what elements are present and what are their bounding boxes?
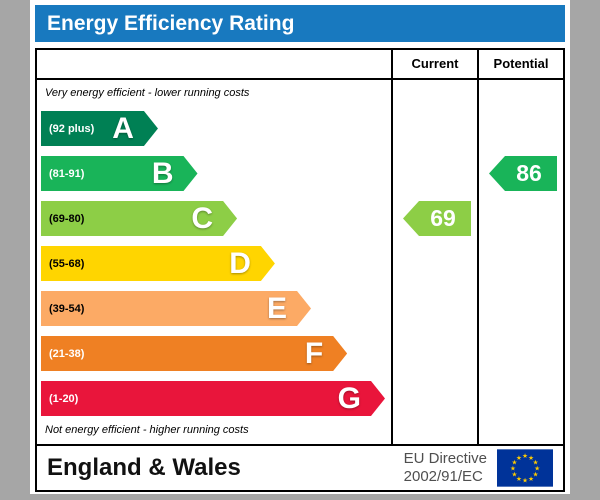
note-bottom: Not energy efficient - higher running co…: [45, 424, 249, 436]
chart-header: Current Potential: [37, 50, 563, 80]
band-letter: F: [304, 337, 324, 370]
band-row-g: (1-20) G: [41, 376, 385, 421]
column-header-potential: Potential: [477, 50, 563, 78]
potential-rating-column: 86: [477, 80, 563, 444]
band-row-a: (92 plus) A: [41, 106, 385, 151]
band-range-label: (92 plus): [49, 122, 95, 135]
band-row-b: (81-91) B: [41, 151, 385, 196]
svg-text:★: ★: [522, 476, 528, 484]
band-bar: (39-54) E: [41, 291, 311, 326]
bands-area: Very energy efficient - lower running co…: [37, 80, 391, 444]
chart-body: Very energy efficient - lower running co…: [37, 80, 563, 444]
band-row-e: (39-54) E: [41, 286, 385, 331]
band-range-label: (69-80): [49, 212, 85, 225]
header-spacer: [37, 50, 391, 78]
svg-text:★: ★: [510, 464, 516, 472]
eu-directive-line2: 2002/91/EC: [403, 468, 483, 485]
chart-footer: England & Wales EU Directive 2002/91/EC …: [35, 444, 565, 492]
region-label: England & Wales: [47, 454, 241, 481]
band-range-label: (81-91): [49, 167, 85, 180]
band-bar: (69-80) C: [41, 201, 237, 236]
svg-text:★: ★: [512, 458, 518, 466]
band-bar: (81-91) B: [41, 156, 198, 191]
band-bar: (55-68) D: [41, 246, 275, 281]
epc-panel: Energy Efficiency Rating Current Potenti…: [30, 0, 570, 494]
eu-directive-label: EU Directive 2002/91/EC: [404, 450, 497, 486]
band-letter: B: [151, 157, 174, 190]
svg-text:★: ★: [522, 452, 528, 460]
potential-rating-value: 86: [516, 160, 542, 186]
band-letter: D: [229, 247, 251, 280]
svg-text:★: ★: [516, 454, 522, 462]
band-letter: A: [112, 112, 134, 145]
band-bar: (21-38) F: [41, 336, 347, 371]
svg-text:★: ★: [533, 458, 539, 466]
band-letter: E: [267, 292, 288, 325]
band-range-label: (55-68): [49, 257, 85, 270]
band-bar: (1-20) G: [41, 381, 385, 416]
page-title: Energy Efficiency Rating: [35, 5, 565, 42]
band-row-c: (69-80) C: [41, 196, 385, 241]
band-letter: C: [191, 202, 214, 235]
svg-text:★: ★: [528, 454, 534, 462]
svg-text:★: ★: [533, 470, 539, 478]
svg-text:★: ★: [512, 470, 518, 478]
band-row-d: (55-68) D: [41, 241, 385, 286]
current-rating-column: 69: [391, 80, 477, 444]
svg-text:★: ★: [516, 475, 522, 483]
band-letter: G: [337, 382, 361, 415]
band-bar: (92 plus) A: [41, 111, 158, 146]
current-rating-value: 69: [430, 205, 456, 231]
band-range-label: (1-20): [49, 392, 79, 405]
band-range-label: (21-38): [49, 347, 85, 360]
svg-text:★: ★: [528, 475, 534, 483]
band-range-label: (39-54): [49, 302, 85, 315]
eu-flag-icon: ★ ★ ★ ★ ★ ★ ★ ★ ★ ★ ★ ★: [497, 449, 553, 487]
energy-rating-chart: Current Potential Very energy efficient …: [35, 48, 565, 446]
current-rating-arrow: 69: [403, 201, 471, 236]
eu-directive-line1: EU Directive: [403, 450, 487, 467]
potential-rating-arrow: 86: [489, 156, 557, 191]
note-top: Very energy efficient - lower running co…: [45, 87, 250, 99]
svg-text:★: ★: [534, 464, 540, 472]
column-header-current: Current: [391, 50, 477, 78]
band-row-f: (21-38) F: [41, 331, 385, 376]
